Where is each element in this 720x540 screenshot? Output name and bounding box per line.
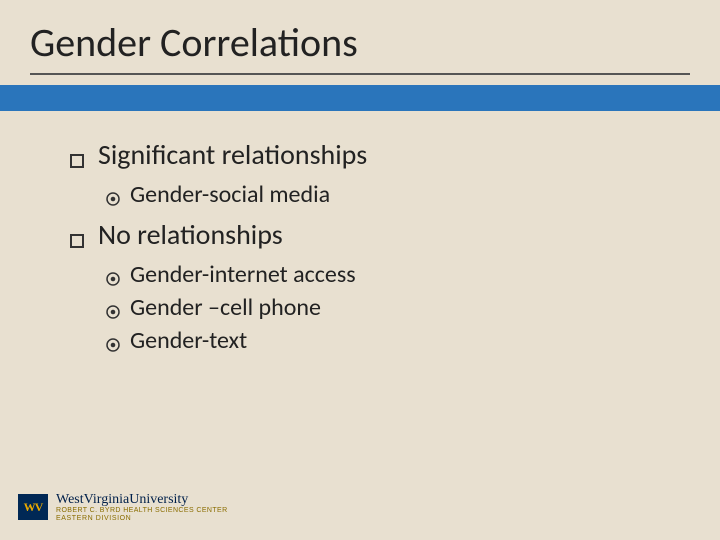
footer-logo: WV WestVirginiaUniversity ROBERT C. BYRD… (18, 493, 228, 522)
list-item: Gender-internet access (106, 260, 670, 289)
square-bullet-icon (70, 154, 84, 168)
target-bullet-icon (106, 272, 120, 286)
square-bullet-icon (70, 234, 84, 248)
target-bullet-icon (106, 192, 120, 206)
wv-badge-icon: WV (18, 494, 48, 520)
bullet-text: Gender –cell phone (130, 293, 321, 322)
list-item: No relationships (70, 217, 670, 252)
slide-title: Gender Correlations (30, 18, 690, 75)
list-item: Gender-social media (106, 180, 670, 209)
bullet-text: Gender-text (130, 326, 247, 355)
bullet-text: Gender-internet access (130, 260, 356, 289)
logo-text: WestVirginiaUniversity ROBERT C. BYRD HE… (56, 493, 228, 522)
target-bullet-icon (106, 305, 120, 319)
title-block: Gender Correlations (0, 0, 720, 85)
bullet-text: Gender-social media (130, 180, 330, 209)
bullet-text: Significant relationships (98, 137, 367, 172)
accent-bar (0, 85, 720, 111)
list-item: Significant relationships (70, 137, 670, 172)
bullet-text: No relationships (98, 217, 283, 252)
target-bullet-icon (106, 338, 120, 352)
logo-division-name: EASTERN DIVISION (56, 515, 228, 522)
list-item: Gender –cell phone (106, 293, 670, 322)
logo-center-name: ROBERT C. BYRD HEALTH SCIENCES CENTER (56, 507, 228, 514)
list-item: Gender-text (106, 326, 670, 355)
content-area: Significant relationships Gender-social … (0, 111, 720, 355)
logo-university-name: WestVirginiaUniversity (56, 493, 228, 508)
